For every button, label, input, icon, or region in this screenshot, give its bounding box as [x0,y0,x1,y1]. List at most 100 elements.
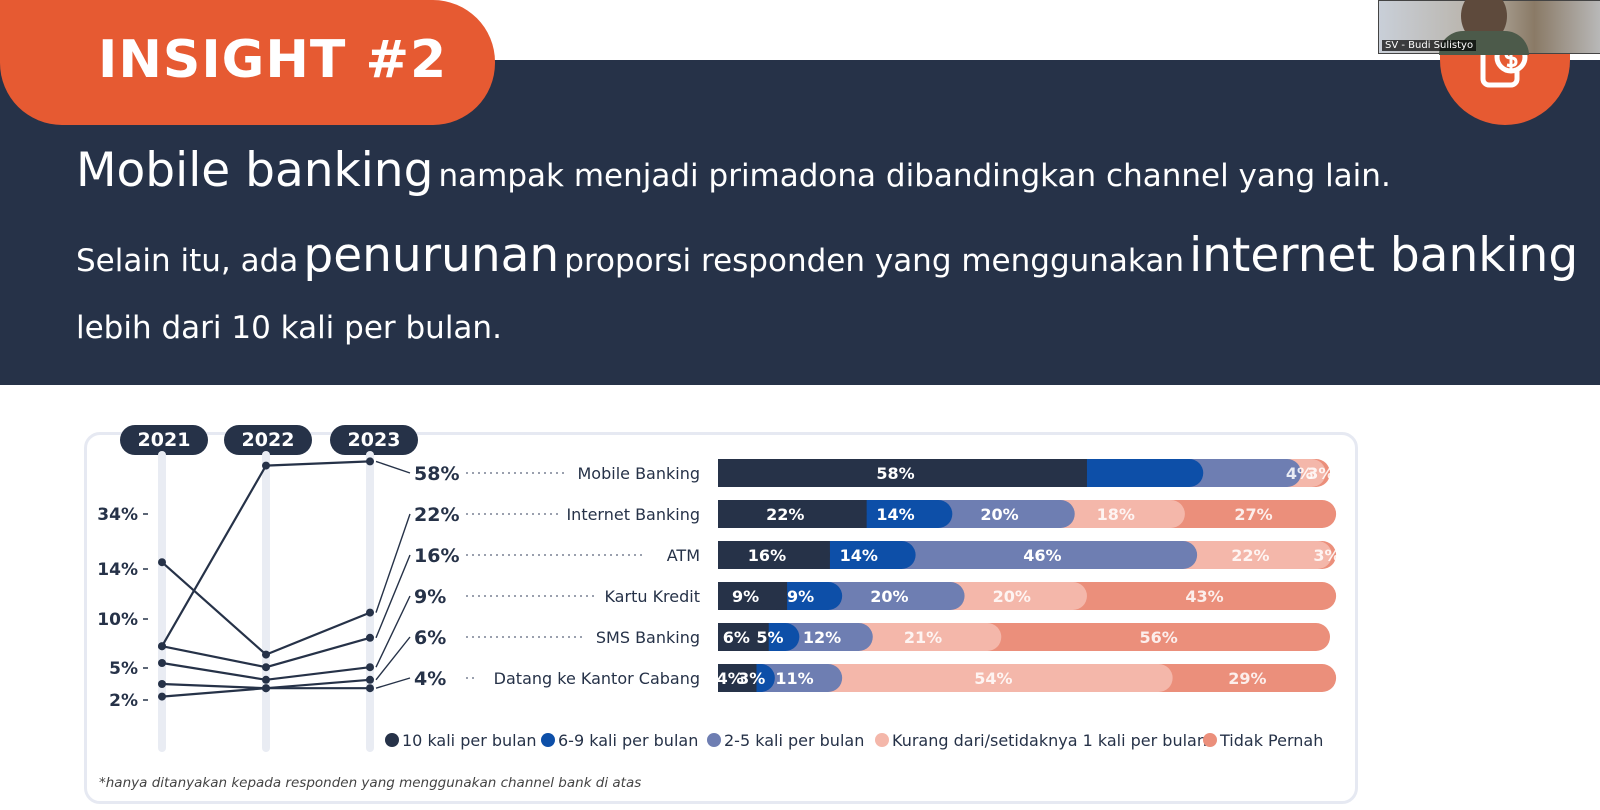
legend-dot-4 [875,733,889,747]
bar-label-6-3: 11% [775,669,813,688]
bar-3-seg-1-cap [801,541,830,569]
bar-2-seg-1-cap [838,500,867,528]
channel-name-4: Kartu Kredit [604,587,700,606]
bar-label-2-5: 27% [1234,505,1272,524]
highlight-internet-banking: internet banking [1189,228,1579,283]
headline-line-2-a: Selain itu, ada [76,243,299,279]
legend-label-4: Kurang dari/setidaknya 1 kali per bulan [892,731,1207,750]
trend-point-1-2022 [262,461,270,470]
headline-line-2: Selain itu, ada penurunan proporsi respo… [76,228,1578,283]
footnote: *hanya ditanyakan kepada responden yang … [99,775,642,791]
trend-point-2-2022 [262,650,270,659]
bar-4-seg-4 [936,582,1087,610]
headline-line-3-text: lebih dari 10 kali per bulan. [76,310,502,346]
insight-title: INSIGHT #2 [98,30,448,90]
bar-2-seg-4 [1046,500,1185,528]
left-label-2: 14% [97,560,138,580]
headline-line-3: lebih dari 10 kali per bulan. [76,310,502,346]
bar-5-seg-1-cap [740,623,769,651]
bar-5-seg-5 [973,623,1330,651]
year-2023: 2023 [330,425,418,455]
chart-panel [84,432,1358,804]
trend-point-4-2022 [262,675,270,684]
channel-name-1: Mobile Banking [578,464,701,483]
bar-label-3-2: 14% [840,546,878,565]
legend-label-1: 10 kali per bulan [402,731,537,750]
bar-label-2-2: 14% [876,505,914,524]
left-label-5: 2% [109,691,138,711]
bar-4-seg-5 [1058,582,1337,610]
presenter-name: SV - Budi Sulistyo [1382,40,1477,51]
bar-label-6-4: 54% [974,669,1012,688]
bar-label-4-5: 43% [1185,587,1223,606]
bar-1-seg-2 [1058,459,1204,487]
bar-label-5-2: 5% [756,628,783,647]
legend-label-2: 6-9 kali per bulan [558,731,698,750]
right-connector-5 [375,636,411,681]
legend-label-5: Tidak Pernah [1219,731,1323,750]
bar-label-5-3: 12% [803,628,841,647]
bar-3-seg-2 [801,541,916,569]
bar-2-seg-3 [924,500,1075,528]
bar-label-6-1: 4% [717,669,744,688]
bar-label-5-1: 6% [723,628,750,647]
bar-label-3-5: 3% [1313,546,1340,565]
trend-point-6-2023 [366,684,374,693]
highlight-mobile-banking: Mobile banking [76,143,434,198]
trend-point-4-2023 [366,663,374,672]
bar-2-seg-5 [1156,500,1337,528]
right-connector-3 [375,554,411,639]
bar-label-5-5: 56% [1139,628,1177,647]
bar-label-2-1: 22% [766,505,804,524]
legend-dot-2 [541,733,555,747]
bar-6-seg-5 [1144,664,1337,692]
right-label-3: 16% [414,545,459,567]
bar-label-6-5: 29% [1228,669,1266,688]
bar-3-seg-3 [887,541,1198,569]
bar-6-seg-1-cap [728,664,757,692]
channel-name-3: ATM [667,546,700,565]
trend-point-3-2023 [366,633,374,642]
bar-label-1-1: 58% [876,464,914,483]
left-label-3: 10% [97,610,138,630]
trend-point-2-2023 [366,608,374,617]
trend-point-4-2021 [158,659,166,667]
left-label-4: 5% [109,659,138,679]
right-label-5: 6% [414,627,446,649]
bar-label-1-5: 3% [1307,464,1334,483]
bar-label-5-4: 21% [904,628,942,647]
legend-dot-5 [1203,733,1217,747]
bar-label-3-3: 46% [1023,546,1061,565]
year-2022: 2022 [224,425,312,455]
bar-label-4-2: 9% [787,587,814,606]
legend-dot-3 [707,733,721,747]
bar-1-seg-1 [718,459,1087,487]
right-connector-1 [375,460,411,474]
bar-6-seg-4 [814,664,1173,692]
trend-point-6-2021 [158,692,166,701]
bar-label-3-1: 16% [748,546,786,565]
highlight-penurunan: penurunan [303,228,560,283]
legend-dot-1 [385,733,399,747]
insight-badge: INSIGHT #2 [0,0,495,125]
trend-point-3-2022 [262,663,270,672]
right-label-1: 58% [414,463,459,485]
right-connector-6 [375,677,411,689]
right-label-2: 22% [414,504,459,526]
trend-point-2-2021 [158,558,166,567]
video-thumbnail[interactable]: SV - Budi Sulistyo [1378,0,1600,55]
bar-4-seg-3 [814,582,965,610]
bar-label-4-1: 9% [732,587,759,606]
right-connector-4 [375,595,411,668]
bar-1-seg-1-cap [1058,459,1087,487]
right-connector-2 [375,513,411,613]
left-label-1: 34% [97,505,138,525]
bar-3-seg-4 [1169,541,1332,569]
bar-label-1-4: 4% [1286,464,1313,483]
channel-name-5: SMS Banking [596,628,700,647]
bar-4-seg-1-cap [759,582,788,610]
right-label-6: 4% [414,668,446,690]
year-2021: 2021 [120,425,208,455]
bar-label-3-4: 22% [1231,546,1269,565]
bar-label-4-3: 20% [870,587,908,606]
